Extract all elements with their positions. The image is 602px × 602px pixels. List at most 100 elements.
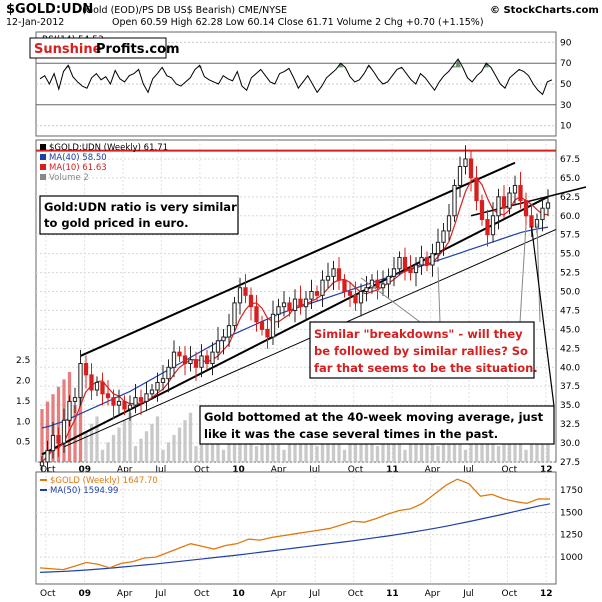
candle-body bbox=[116, 400, 122, 406]
volume-bar bbox=[166, 442, 171, 462]
candle-body bbox=[127, 404, 133, 410]
candle-body bbox=[430, 253, 435, 266]
volume-tick-labels: 0.5 1.0 1.5 2.0 2.5 bbox=[16, 356, 31, 447]
rsi-tick-label: 10 bbox=[560, 122, 572, 132]
annotation-gold-euro: Gold:UDN ratio is very similar to gold p… bbox=[39, 195, 239, 235]
volume-bar bbox=[150, 423, 154, 462]
volume-bar bbox=[298, 427, 303, 462]
volume-bar bbox=[359, 427, 363, 462]
chart-symbol: $GOLD:UDN bbox=[6, 2, 93, 17]
volume-bar bbox=[139, 438, 143, 462]
candle-body bbox=[479, 200, 485, 221]
annotation-pointer-lines bbox=[360, 223, 555, 407]
volume-tick-label: 1.5 bbox=[16, 397, 30, 407]
candle-body bbox=[402, 256, 408, 270]
annotation-gold-euro-line2: to gold priced in euro. bbox=[44, 216, 188, 230]
chart-date: 12-Jan-2012 bbox=[6, 17, 64, 28]
sunshine-profits-logo: Sunshine Profits.com bbox=[29, 37, 180, 59]
volume-bar bbox=[89, 423, 94, 462]
candle-body bbox=[303, 298, 309, 308]
gold-x-tick-label: 12 bbox=[540, 589, 553, 599]
gold-x-tick-label: Oct bbox=[194, 589, 210, 599]
volume-bar bbox=[128, 412, 132, 462]
volume-bar bbox=[496, 446, 501, 462]
candle-body bbox=[166, 366, 171, 380]
volume-bar bbox=[386, 431, 391, 462]
candle-body bbox=[221, 336, 226, 342]
volume-bar bbox=[106, 442, 110, 462]
annotation-breakdowns-line2: be followed by similar rallies? So bbox=[314, 344, 528, 358]
volume-bar bbox=[238, 427, 242, 462]
candle-body bbox=[210, 351, 215, 365]
candle-body bbox=[441, 230, 446, 243]
main-y-tick-label: 40.0 bbox=[560, 363, 580, 373]
candle-body bbox=[259, 321, 265, 330]
gold-y-tick-label: 1250 bbox=[560, 531, 583, 541]
main-y-tick-labels: 27.5 30.0 32.5 35.0 37.5 40.0 42.5 45.0 47.5 50.0… bbox=[560, 155, 580, 468]
candle-body bbox=[72, 397, 78, 402]
main-y-tick-label: 45.0 bbox=[560, 325, 580, 335]
volume-bar bbox=[84, 431, 88, 462]
candle-body bbox=[56, 434, 61, 444]
main-x-tick-label: Apr bbox=[425, 465, 441, 475]
gold-x-tick-label: 09 bbox=[78, 589, 91, 599]
main-x-tick-label: Oct bbox=[194, 465, 210, 475]
volume-bar bbox=[161, 449, 165, 462]
annotation-40-week: Gold bottomed at the 40-week moving aver… bbox=[199, 405, 555, 445]
volume-bar bbox=[188, 412, 193, 462]
volume-bar bbox=[441, 438, 446, 462]
volume-bar bbox=[155, 416, 160, 462]
main-x-tick-label: 11 bbox=[386, 465, 399, 475]
volume-bar bbox=[381, 438, 385, 462]
volume-bar bbox=[535, 434, 539, 462]
candle-body bbox=[243, 287, 248, 296]
pointer-line bbox=[536, 223, 541, 323]
annotation-40-week-line1: Gold bottomed at the 40-week moving aver… bbox=[204, 410, 544, 424]
legend-swatch bbox=[40, 174, 46, 180]
main-x-tick-label: Jul bbox=[462, 465, 474, 475]
candle-body bbox=[155, 381, 160, 391]
main-y-tick-label: 42.5 bbox=[560, 344, 580, 354]
candle-body bbox=[364, 287, 369, 293]
volume-bar bbox=[540, 427, 545, 462]
volume-bar bbox=[282, 449, 286, 462]
gold-y-tick-label: 1000 bbox=[560, 553, 583, 563]
candle-body bbox=[94, 381, 100, 391]
volume-tick-label: 1.0 bbox=[16, 417, 31, 427]
main-y-tick-label: 37.5 bbox=[560, 382, 580, 392]
gold-legend-label: $GOLD (Weekly) 1647.70 bbox=[50, 476, 158, 486]
gold-x-tick-label: Jul bbox=[462, 589, 474, 599]
main-y-tick-label: 32.5 bbox=[560, 420, 580, 430]
candle-body bbox=[452, 184, 457, 217]
candle-body bbox=[270, 313, 276, 338]
volume-tick-label: 2.5 bbox=[16, 356, 30, 366]
candle-body bbox=[199, 355, 204, 368]
volume-bar bbox=[144, 431, 149, 462]
gold-x-tick-label: Oct bbox=[40, 589, 56, 599]
candle-body bbox=[39, 461, 45, 467]
short-trend-line bbox=[470, 186, 587, 217]
main-y-tick-label: 27.5 bbox=[560, 458, 580, 468]
volume-bar bbox=[254, 446, 259, 462]
candle-body bbox=[490, 215, 496, 236]
candle-body bbox=[182, 355, 188, 365]
volume-bar bbox=[419, 427, 424, 462]
volume-bar bbox=[117, 427, 121, 462]
price-candles bbox=[39, 145, 551, 474]
candle-body bbox=[171, 351, 177, 368]
candle-body bbox=[474, 177, 479, 202]
candle-body bbox=[485, 219, 490, 236]
volume-bar bbox=[287, 442, 292, 462]
candle-body bbox=[248, 294, 254, 308]
main-x-tick-labels: Oct 09 Apr Jul Oct 10 Apr Jul Oct 11 Apr Jul Oct 12 bbox=[40, 465, 553, 475]
candle-body bbox=[320, 279, 325, 296]
candle-body bbox=[204, 355, 210, 365]
candle-body bbox=[375, 279, 380, 289]
pointer-line bbox=[437, 267, 441, 323]
rsi-line bbox=[39, 58, 553, 96]
candle-body bbox=[501, 196, 507, 209]
candle-body bbox=[347, 291, 353, 296]
candle-body bbox=[149, 389, 155, 395]
candle-body bbox=[386, 275, 391, 285]
volume-bar bbox=[194, 446, 198, 462]
